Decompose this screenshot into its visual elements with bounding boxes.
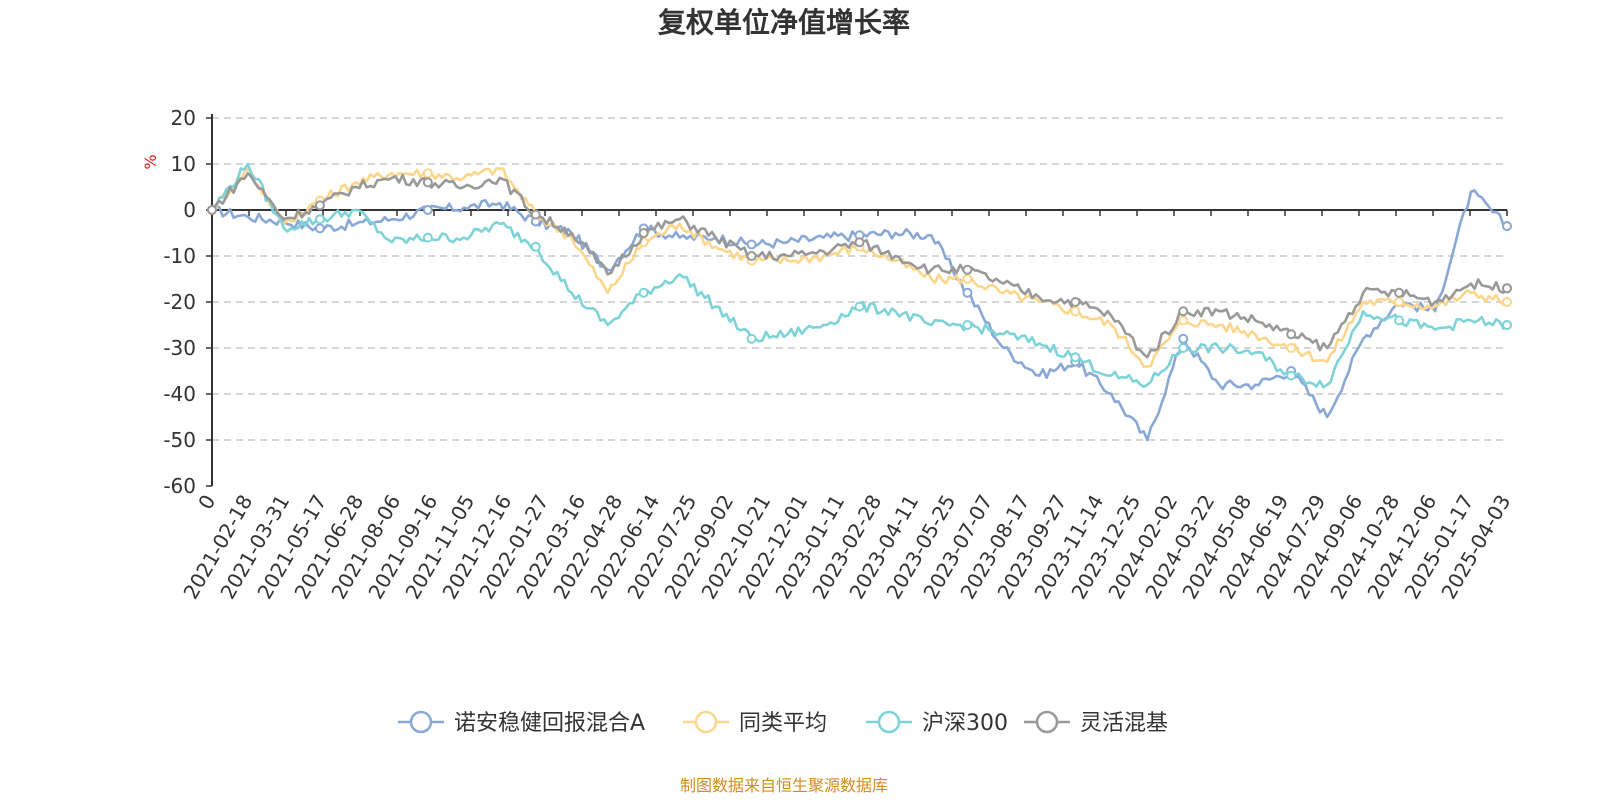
y-tick-label: 10 [171,152,196,176]
data-point [1502,320,1512,330]
data-point [1178,333,1189,344]
y-tick-label: -50 [163,428,196,452]
data-point [962,264,973,275]
legend-label: 同类平均 [739,711,827,736]
data-point [1394,297,1405,307]
data-point [1178,315,1189,326]
legend-label: 沪深300 [922,711,1008,736]
legend-label: 灵活混基 [1080,711,1168,736]
data-point [314,200,325,211]
data-point [530,241,541,252]
data-point [746,251,757,261]
legend-item[interactable]: 灵活混基 [1024,710,1168,736]
data-point [1502,283,1512,294]
data-point [962,320,973,330]
data-point [638,287,649,298]
data-point [1394,287,1405,298]
legend-swatch-marker [1035,710,1059,734]
data-point [1070,297,1081,307]
legend-swatch-marker [694,710,718,734]
legend-item[interactable]: 诺安稳健回报混合A [398,710,645,736]
data-point [1178,306,1189,317]
legend-swatch-marker [409,710,433,734]
y-axis-label: % [141,154,160,169]
data-point [422,232,433,243]
data-point [530,209,541,220]
grid [212,117,1507,441]
series-line [210,171,1509,359]
data-point [1502,297,1512,307]
legend-item[interactable]: 沪深300 [866,710,1008,736]
legend-label: 诺安稳健回报混合A [454,711,645,736]
data-point [746,239,757,250]
data-point [962,274,973,284]
series-line [211,189,1508,442]
legend-swatch-marker [877,710,901,734]
source-note: 制图数据来自恒生聚源数据库 [680,776,888,795]
series-line [211,167,1508,368]
data-point [962,287,973,298]
legend[interactable]: 诺安稳健回报混合A 同类平均 沪深300 灵活混基 [398,710,1168,736]
series-line [211,162,1508,389]
data-point [854,237,865,248]
chart-title: 复权单位净值增长率 [658,6,910,39]
data-point [746,333,757,344]
y-tick-label: 20 [171,106,196,130]
data-point [1286,370,1297,381]
data-point [638,228,649,238]
data-point [1070,306,1081,317]
data-point [1286,343,1297,353]
data-point [1070,352,1081,363]
y-tick-label: -60 [163,474,196,498]
y-tick-label: 0 [183,198,196,222]
data-point [1286,329,1297,340]
data-point [422,205,433,215]
data-point [422,177,433,188]
data-point [1394,315,1405,326]
data-point [854,301,865,312]
legend-item[interactable]: 同类平均 [683,710,827,736]
x-tick-label: 0 [193,491,220,514]
y-tick-label: -10 [163,244,196,268]
data-point [1178,343,1189,353]
y-tick-label: -20 [163,290,196,314]
data-point [1502,221,1512,232]
data-point [314,214,325,225]
data-point [314,223,325,234]
y-tick-label: -40 [163,382,196,406]
data-point [207,205,217,215]
series-layer [207,162,1512,442]
data-point [422,168,433,179]
y-tick-label: -30 [163,336,196,360]
